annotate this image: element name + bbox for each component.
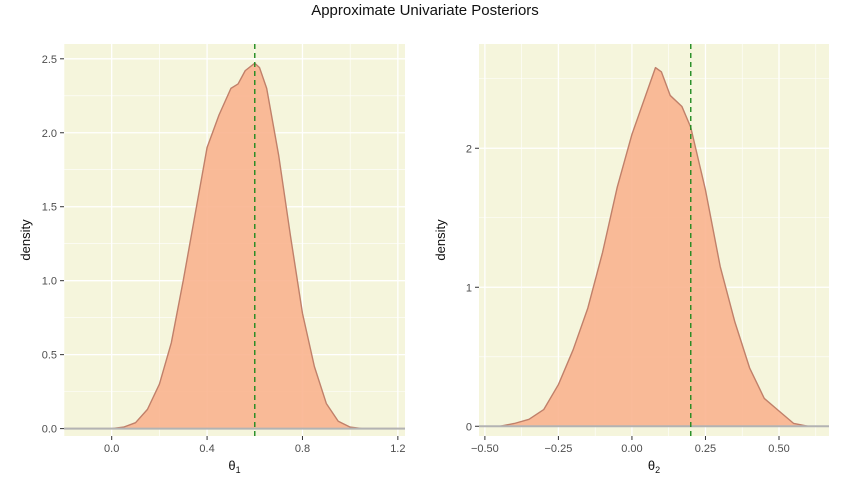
panel-2-y-axis-title: density <box>433 219 448 261</box>
panel-1-x-axis-title: θ1 <box>228 458 240 475</box>
y-tick-label: 2.0 <box>42 128 57 140</box>
x-tick-label: 0.0 <box>104 443 119 455</box>
y-tick-label: 0 <box>466 421 472 433</box>
x-tick-label: 1.2 <box>390 443 405 455</box>
x-tick-label: 0.00 <box>621 443 642 455</box>
x-tick-label: 0.4 <box>199 443 214 455</box>
panel-2: −0.50 −0.25 0.00 0.25 0.50 0 1 2 density θ2 <box>433 44 829 475</box>
y-tick-label: 0.0 <box>42 424 57 436</box>
x-tick-label: 0.8 <box>295 443 310 455</box>
panel-1-y-axis-title: density <box>18 219 33 261</box>
panel-2-density-line <box>479 66 829 427</box>
panel-1-density-line <box>64 62 405 430</box>
panel-2-x-axis-title: θ2 <box>648 458 660 475</box>
panel-2-density-area <box>479 67 829 427</box>
x-tick-label: −0.50 <box>471 443 499 455</box>
y-tick-label: 1.0 <box>42 276 57 288</box>
y-tick-label: 1 <box>466 282 472 294</box>
panel-1-density-area <box>64 63 405 429</box>
x-tick-label: 0.25 <box>695 443 716 455</box>
y-tick-label: 2 <box>466 143 472 155</box>
y-tick-label: 1.5 <box>42 202 57 214</box>
x-tick-label: −0.25 <box>544 443 572 455</box>
y-tick-label: 0.5 <box>42 350 57 362</box>
y-tick-label: 2.5 <box>42 54 57 66</box>
panel-1: 0.0 0.4 0.8 1.2 0.0 0.5 1.0 1.5 2.0 2.5 density θ1 <box>18 44 405 475</box>
figure-title: Approximate Univariate Posteriors <box>311 2 539 19</box>
x-tick-label: 0.50 <box>768 443 789 455</box>
